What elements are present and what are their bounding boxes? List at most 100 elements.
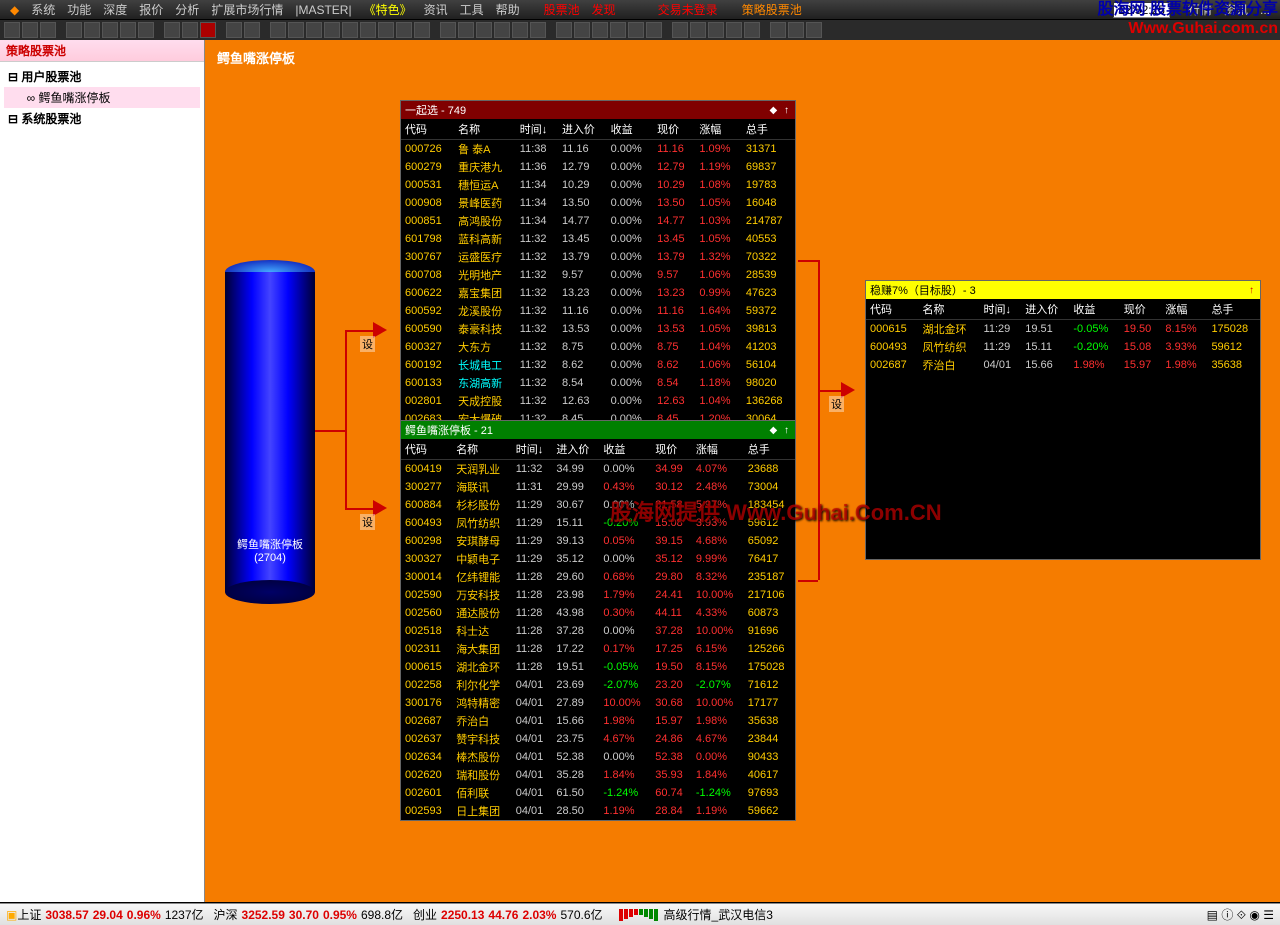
toolbar-button[interactable] bbox=[244, 22, 260, 38]
toolbar-button[interactable] bbox=[270, 22, 286, 38]
col-header[interactable]: 时间↓ bbox=[980, 299, 1022, 320]
toolbar-button[interactable] bbox=[342, 22, 358, 38]
toolbar-button[interactable] bbox=[22, 22, 38, 38]
panel-controls[interactable]: ◆ ↑ bbox=[770, 425, 791, 436]
menu-item[interactable]: 《特色》 bbox=[358, 1, 418, 18]
toolbar-button[interactable] bbox=[226, 22, 242, 38]
table-row[interactable]: 002518科士达 11:2837.28 0.00%37.28 10.00%91… bbox=[401, 622, 795, 640]
table-row[interactable]: 300014亿纬锂能 11:2829.60 0.68%29.80 8.32%23… bbox=[401, 568, 795, 586]
table-row[interactable]: 300327中颖电子 11:2935.12 0.00%35.12 9.99%76… bbox=[401, 550, 795, 568]
toolbar-button[interactable] bbox=[396, 22, 412, 38]
menu-item[interactable]: 工具 bbox=[454, 1, 490, 18]
panel-controls[interactable]: ◆ ↑ bbox=[770, 105, 791, 116]
index-item[interactable]: 沪深3252.5930.700.95%698.8亿 bbox=[214, 906, 404, 923]
table-row[interactable]: 600298安琪酵母 11:2939.13 0.05%39.15 4.68%65… bbox=[401, 532, 795, 550]
toolbar-button[interactable] bbox=[66, 22, 82, 38]
toolbar-button[interactable] bbox=[672, 22, 688, 38]
col-header[interactable]: 代码 bbox=[866, 299, 919, 320]
table-row[interactable]: 600192长城电工 11:328.62 0.00%8.62 1.06%5610… bbox=[401, 356, 795, 374]
table-row[interactable]: 600327大东方 11:328.75 0.00%8.75 1.04%41203 bbox=[401, 338, 795, 356]
toolbar-button[interactable] bbox=[494, 22, 510, 38]
col-header[interactable]: 时间↓ bbox=[516, 119, 558, 140]
toolbar-button[interactable] bbox=[288, 22, 304, 38]
table-row[interactable]: 002801天成控股 11:3212.63 0.00%12.63 1.04%13… bbox=[401, 392, 795, 410]
table-row[interactable]: 600419天润乳业 11:3234.99 0.00%34.99 4.07%23… bbox=[401, 460, 795, 479]
table-row[interactable]: 000726鲁 泰A 11:3811.16 0.00%11.16 1.09%31… bbox=[401, 140, 795, 159]
col-header[interactable]: 涨幅 bbox=[695, 119, 742, 140]
col-header[interactable]: 代码 bbox=[401, 119, 454, 140]
table-row[interactable]: 600493凤竹纺织 11:2915.11 -0.20%15.08 3.93%5… bbox=[866, 338, 1260, 356]
tree-node[interactable]: ∞ 鳄鱼嘴涨停板 bbox=[4, 87, 200, 108]
col-header[interactable]: 现价 bbox=[1120, 299, 1162, 320]
panel-target[interactable]: 稳赚7%（目标股）- 3↑ 代码名称时间↓进入价收益现价涨幅总手 000615湖… bbox=[865, 280, 1261, 560]
col-header[interactable]: 现价 bbox=[651, 439, 692, 460]
toolbar-button[interactable] bbox=[806, 22, 822, 38]
table-row[interactable]: 000531穗恒运A 11:3410.29 0.00%10.29 1.08%19… bbox=[401, 176, 795, 194]
toolbar-button[interactable] bbox=[744, 22, 760, 38]
table-row[interactable]: 002590万安科技 11:2823.98 1.79%24.41 10.00%2… bbox=[401, 586, 795, 604]
col-header[interactable]: 时间↓ bbox=[512, 439, 553, 460]
toolbar-button[interactable] bbox=[628, 22, 644, 38]
col-header[interactable]: 收益 bbox=[1069, 299, 1119, 320]
toolbar-button[interactable] bbox=[788, 22, 804, 38]
table-row[interactable]: 002258利尔化学 04/0123.69 -2.07%23.20 -2.07%… bbox=[401, 676, 795, 694]
toolbar-button[interactable] bbox=[138, 22, 154, 38]
menu-item[interactable]: 深度 bbox=[97, 1, 133, 18]
tab-discover[interactable]: 发现 bbox=[586, 1, 622, 18]
col-header[interactable]: 进入价 bbox=[552, 439, 599, 460]
menu-item[interactable]: 报价 bbox=[133, 1, 169, 18]
table-row[interactable]: 600884杉杉股份 11:2930.67 0.00%31.58 5.97%18… bbox=[401, 496, 795, 514]
toolbar-button[interactable] bbox=[476, 22, 492, 38]
toolbar-button[interactable] bbox=[530, 22, 546, 38]
toolbar-button[interactable] bbox=[708, 22, 724, 38]
source-cylinder[interactable]: 鳄鱼嘴涨停板 (2704) bbox=[225, 260, 315, 604]
toolbar-button[interactable] bbox=[610, 22, 626, 38]
table-row[interactable]: 002593日上集团 04/0128.50 1.19%28.84 1.19%59… bbox=[401, 802, 795, 820]
col-header[interactable]: 现价 bbox=[653, 119, 695, 140]
toolbar-button[interactable] bbox=[102, 22, 118, 38]
tab-stockpool[interactable]: 股票池 bbox=[538, 1, 586, 18]
toolbar-button[interactable] bbox=[512, 22, 528, 38]
table-row[interactable]: 600622嘉宝集团 11:3213.23 0.00%13.23 0.99%47… bbox=[401, 284, 795, 302]
flow-config-2[interactable]: 设 bbox=[360, 514, 375, 530]
toolbar-button[interactable] bbox=[182, 22, 198, 38]
table-row[interactable]: 002634棒杰股份 04/0152.38 0.00%52.38 0.00%90… bbox=[401, 748, 795, 766]
menu-item[interactable]: 功能 bbox=[61, 1, 97, 18]
col-header[interactable]: 代码 bbox=[401, 439, 452, 460]
index-item[interactable]: 上证3038.5729.040.96%1237亿 bbox=[17, 906, 203, 923]
table-row[interactable]: 002560通达股份 11:2843.98 0.30%44.11 4.33%60… bbox=[401, 604, 795, 622]
menu-item[interactable]: 资讯 bbox=[418, 1, 454, 18]
toolbar-button[interactable] bbox=[120, 22, 136, 38]
col-header[interactable]: 总手 bbox=[1207, 299, 1260, 320]
toolbar-button[interactable] bbox=[200, 22, 216, 38]
table-row[interactable]: 300277海联讯 11:3129.99 0.43%30.12 2.48%730… bbox=[401, 478, 795, 496]
table-row[interactable]: 002601佰利联 04/0161.50 -1.24%60.74 -1.24%9… bbox=[401, 784, 795, 802]
menu-item[interactable]: 扩展市场行情 bbox=[205, 1, 289, 18]
status-icons[interactable]: ▤ ⓘ ⟐ ◉ ☰ bbox=[1207, 906, 1274, 923]
col-header[interactable]: 总手 bbox=[742, 119, 795, 140]
table-row[interactable]: 000908景峰医药 11:3413.50 0.00%13.50 1.05%16… bbox=[401, 194, 795, 212]
table-row[interactable]: 600708光明地产 11:329.57 0.00%9.57 1.06%2853… bbox=[401, 266, 795, 284]
table-row[interactable]: 600590泰豪科技 11:3213.53 0.00%13.53 1.05%39… bbox=[401, 320, 795, 338]
tree-node[interactable]: ⊟ 系统股票池 bbox=[4, 108, 200, 129]
table-row[interactable]: 600279重庆港九 11:3612.79 0.00%12.79 1.19%69… bbox=[401, 158, 795, 176]
toolbar-button[interactable] bbox=[378, 22, 394, 38]
tree-node[interactable]: ⊟ 用户股票池 bbox=[4, 66, 200, 87]
toolbar-button[interactable] bbox=[726, 22, 742, 38]
toolbar-button[interactable] bbox=[592, 22, 608, 38]
table-row[interactable]: 000615湖北金环 11:2919.51 -0.05%19.50 8.15%1… bbox=[866, 320, 1260, 339]
toolbar-button[interactable] bbox=[84, 22, 100, 38]
table-row[interactable]: 002637赞宇科技 04/0123.75 4.67%24.86 4.67%23… bbox=[401, 730, 795, 748]
toolbar-button[interactable] bbox=[440, 22, 456, 38]
toolbar-button[interactable] bbox=[574, 22, 590, 38]
menu-item[interactable]: 系统 bbox=[25, 1, 61, 18]
toolbar-button[interactable] bbox=[40, 22, 56, 38]
table-row[interactable]: 000851高鸿股份 11:3414.77 0.00%14.77 1.03%21… bbox=[401, 212, 795, 230]
table-row[interactable]: 601798蓝科高新 11:3213.45 0.00%13.45 1.05%40… bbox=[401, 230, 795, 248]
menu-item[interactable]: |MASTER| bbox=[289, 3, 357, 17]
table-row[interactable]: 300767运盛医疗 11:3213.79 0.00%13.79 1.32%70… bbox=[401, 248, 795, 266]
panel-controls[interactable]: ↑ bbox=[1249, 285, 1256, 296]
col-header[interactable]: 总手 bbox=[744, 439, 795, 460]
table-row[interactable]: 600133东湖高新 11:328.54 0.00%8.54 1.18%9802… bbox=[401, 374, 795, 392]
toolbar-button[interactable] bbox=[770, 22, 786, 38]
